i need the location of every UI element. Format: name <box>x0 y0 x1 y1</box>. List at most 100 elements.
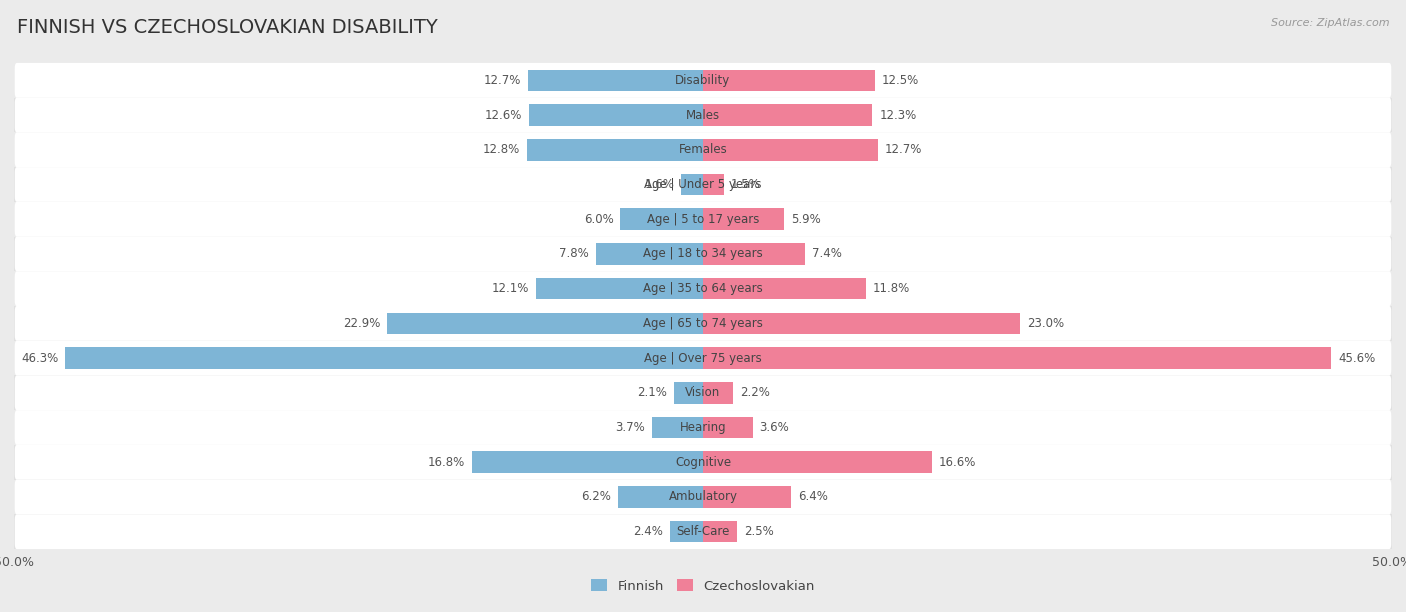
Bar <box>681 174 703 195</box>
Text: 12.5%: 12.5% <box>882 74 920 87</box>
Bar <box>14 375 1392 410</box>
Text: 12.6%: 12.6% <box>485 108 523 122</box>
Bar <box>14 445 1392 480</box>
FancyBboxPatch shape <box>14 514 1392 549</box>
Bar <box>673 382 703 403</box>
Bar <box>703 174 724 195</box>
Text: Hearing: Hearing <box>679 421 727 434</box>
Bar <box>14 202 1392 237</box>
Bar <box>703 243 806 264</box>
Bar <box>536 278 703 299</box>
Bar <box>703 486 792 508</box>
Text: 1.6%: 1.6% <box>644 178 673 191</box>
Bar <box>703 313 1019 334</box>
Text: 16.8%: 16.8% <box>427 456 464 469</box>
Text: Vision: Vision <box>685 386 721 399</box>
Bar <box>471 452 703 473</box>
Text: 7.8%: 7.8% <box>560 247 589 261</box>
Bar <box>14 132 1392 167</box>
FancyBboxPatch shape <box>14 202 1392 237</box>
Legend: Finnish, Czechoslovakian: Finnish, Czechoslovakian <box>586 574 820 598</box>
FancyBboxPatch shape <box>14 271 1392 306</box>
Bar <box>703 70 875 91</box>
Bar <box>703 104 873 126</box>
Text: Age | 35 to 64 years: Age | 35 to 64 years <box>643 282 763 295</box>
Text: Age | 18 to 34 years: Age | 18 to 34 years <box>643 247 763 261</box>
Bar <box>14 480 1392 514</box>
Text: 16.6%: 16.6% <box>939 456 976 469</box>
Text: 46.3%: 46.3% <box>21 351 58 365</box>
FancyBboxPatch shape <box>14 341 1392 375</box>
Text: 45.6%: 45.6% <box>1339 351 1375 365</box>
Text: 1.5%: 1.5% <box>731 178 761 191</box>
Text: Self-Care: Self-Care <box>676 525 730 538</box>
FancyBboxPatch shape <box>14 445 1392 480</box>
Text: 12.8%: 12.8% <box>482 143 520 156</box>
Bar <box>14 271 1392 306</box>
Text: 12.3%: 12.3% <box>879 108 917 122</box>
Text: 23.0%: 23.0% <box>1026 317 1064 330</box>
Text: 11.8%: 11.8% <box>873 282 910 295</box>
Text: FINNISH VS CZECHOSLOVAKIAN DISABILITY: FINNISH VS CZECHOSLOVAKIAN DISABILITY <box>17 18 437 37</box>
Text: 12.1%: 12.1% <box>492 282 530 295</box>
Text: 2.2%: 2.2% <box>740 386 770 399</box>
Text: 22.9%: 22.9% <box>343 317 381 330</box>
Text: Age | Under 5 years: Age | Under 5 years <box>644 178 762 191</box>
Bar <box>65 348 703 369</box>
FancyBboxPatch shape <box>14 237 1392 271</box>
Text: Age | 5 to 17 years: Age | 5 to 17 years <box>647 213 759 226</box>
Text: 2.1%: 2.1% <box>637 386 668 399</box>
Bar <box>529 70 703 91</box>
Bar <box>14 341 1392 375</box>
FancyBboxPatch shape <box>14 306 1392 341</box>
Bar <box>703 139 877 160</box>
Bar <box>388 313 703 334</box>
Bar <box>669 521 703 542</box>
Text: 5.9%: 5.9% <box>792 213 821 226</box>
Text: Age | Over 75 years: Age | Over 75 years <box>644 351 762 365</box>
Text: 6.4%: 6.4% <box>799 490 828 504</box>
FancyBboxPatch shape <box>14 167 1392 202</box>
Bar <box>14 63 1392 98</box>
FancyBboxPatch shape <box>14 98 1392 132</box>
Text: Source: ZipAtlas.com: Source: ZipAtlas.com <box>1271 18 1389 28</box>
FancyBboxPatch shape <box>14 410 1392 445</box>
Text: 2.5%: 2.5% <box>744 525 775 538</box>
FancyBboxPatch shape <box>14 63 1392 98</box>
FancyBboxPatch shape <box>14 132 1392 167</box>
Text: 12.7%: 12.7% <box>884 143 922 156</box>
Text: Ambulatory: Ambulatory <box>668 490 738 504</box>
Bar <box>703 521 738 542</box>
Bar <box>14 514 1392 549</box>
Bar <box>703 278 866 299</box>
Bar <box>703 209 785 230</box>
Text: 7.4%: 7.4% <box>811 247 842 261</box>
Bar <box>530 104 703 126</box>
Text: Males: Males <box>686 108 720 122</box>
Text: 3.7%: 3.7% <box>616 421 645 434</box>
Text: Females: Females <box>679 143 727 156</box>
Bar <box>703 348 1331 369</box>
Bar <box>703 452 932 473</box>
Text: 12.7%: 12.7% <box>484 74 522 87</box>
Text: 2.4%: 2.4% <box>633 525 664 538</box>
Text: Age | 65 to 74 years: Age | 65 to 74 years <box>643 317 763 330</box>
Bar <box>703 417 752 438</box>
Bar <box>596 243 703 264</box>
Bar <box>14 306 1392 341</box>
Bar <box>703 382 734 403</box>
Bar <box>14 167 1392 202</box>
FancyBboxPatch shape <box>14 375 1392 410</box>
Text: Cognitive: Cognitive <box>675 456 731 469</box>
Text: 6.2%: 6.2% <box>581 490 610 504</box>
Bar <box>527 139 703 160</box>
FancyBboxPatch shape <box>14 480 1392 514</box>
Bar <box>14 237 1392 271</box>
Text: 3.6%: 3.6% <box>759 421 789 434</box>
Bar <box>620 209 703 230</box>
Bar <box>617 486 703 508</box>
Bar <box>14 98 1392 132</box>
Bar <box>14 410 1392 445</box>
Bar <box>652 417 703 438</box>
Text: 6.0%: 6.0% <box>583 213 613 226</box>
